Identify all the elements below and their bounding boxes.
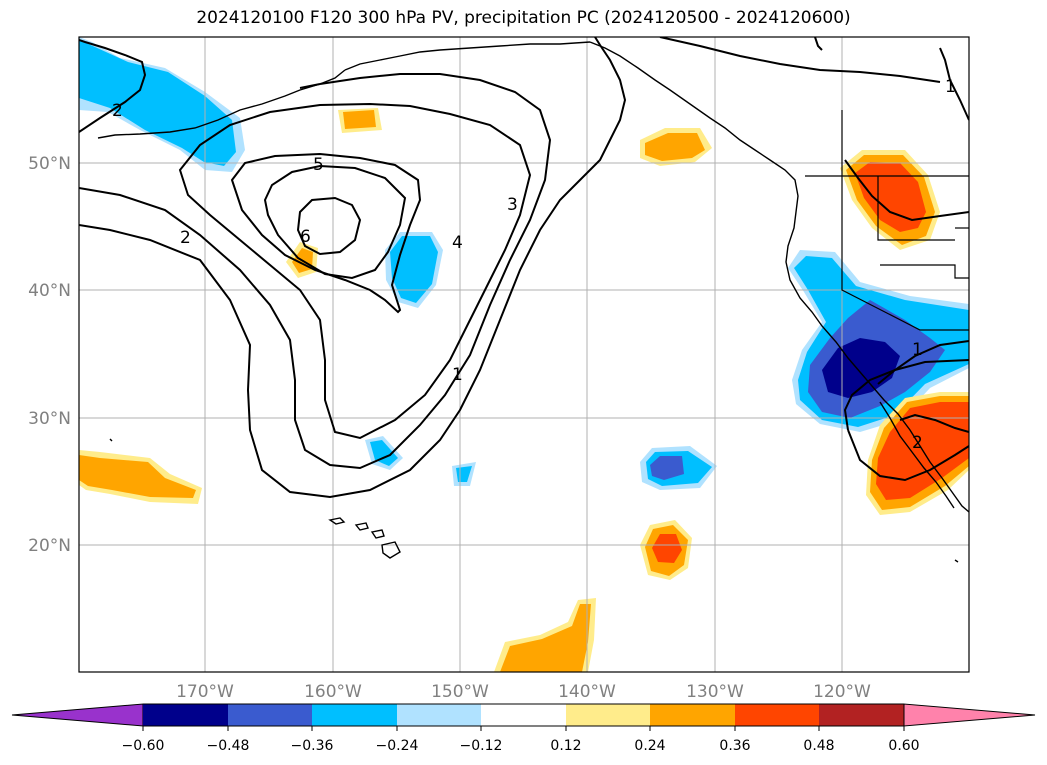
lon-label: 170°W (176, 682, 234, 702)
colorbar-tick-label: 0.24 (634, 738, 665, 754)
precip-negative-area (79, 40, 236, 166)
precip-positive-area (652, 534, 682, 563)
colorbar-tick-label: 0.36 (719, 738, 750, 754)
colorbar-segment (143, 704, 228, 726)
contour-label: 3 (507, 195, 518, 215)
contour-label: 1 (452, 365, 463, 385)
colorbar-ticks (142, 726, 905, 731)
precip-fill-layer (79, 37, 969, 672)
precip-negative-area (390, 236, 438, 303)
colorbar-tick-label: 0.12 (550, 738, 581, 754)
contour-label: 2 (112, 101, 123, 121)
colorbar-segment (312, 704, 397, 726)
colorbar-segment (735, 704, 819, 726)
lon-label: 140°W (558, 682, 616, 702)
colorbar-tick-label: −0.48 (207, 738, 250, 754)
precip-positive-area (343, 110, 376, 129)
colorbar: −0.60 −0.48 −0.36 −0.24 −0.12 0.12 0.24 … (11, 703, 1036, 754)
contour-label: 6 (300, 227, 311, 247)
longitude-labels: 170°W 160°W 150°W 140°W 130°W 120°W (176, 682, 871, 702)
contour-label: 1 (945, 77, 956, 97)
pv-contours (79, 37, 969, 499)
political-borders (805, 110, 969, 331)
lat-label: 50°N (28, 154, 71, 174)
lon-label: 150°W (431, 682, 489, 702)
precip-negative-area (650, 456, 684, 480)
precip-positive-area (500, 604, 591, 672)
lon-label: 130°W (686, 682, 744, 702)
colorbar-tick-label: −0.24 (376, 738, 419, 754)
colorbar-tick-label: −0.36 (291, 738, 334, 754)
contour-label: 4 (452, 233, 463, 253)
lon-label: 160°W (304, 682, 362, 702)
colorbar-segment (481, 704, 566, 726)
contour-label: 2 (180, 228, 191, 248)
contour-label: 2 (912, 433, 923, 453)
precip-positive-area (645, 133, 705, 161)
colorbar-segment (819, 704, 904, 726)
graticule (79, 37, 969, 672)
contour-label-group: 2 5 6 2 3 4 1 1 1 2 (112, 77, 956, 453)
colorbar-segment (228, 704, 312, 726)
precip-negative-area (370, 440, 398, 466)
colorbar-extend-low (11, 703, 144, 727)
map-title: 2024120100 F120 300 hPa PV, precipitatio… (196, 8, 851, 28)
colorbar-segment (566, 704, 650, 726)
colorbar-extend-high (903, 703, 1036, 727)
contour-label: 5 (313, 155, 324, 175)
colorbar-tick-label: −0.12 (460, 738, 503, 754)
colorbar-segment (650, 704, 735, 726)
precip-positive-area (855, 162, 926, 232)
map-frame (78, 36, 970, 673)
lat-label: 30°N (28, 409, 71, 429)
colorbar-segment (397, 704, 481, 726)
lat-label: 40°N (28, 281, 71, 301)
precip-positive-area (79, 455, 196, 498)
latitude-labels: 50°N 40°N 30°N 20°N (28, 154, 71, 556)
lat-label: 20°N (28, 536, 71, 556)
colorbar-tick-label: 0.48 (803, 738, 834, 754)
contour-label: 1 (912, 340, 923, 360)
colorbar-tick-label: 0.60 (888, 738, 919, 754)
colorbar-tick-label: −0.60 (122, 738, 165, 754)
lon-label: 120°W (813, 682, 871, 702)
